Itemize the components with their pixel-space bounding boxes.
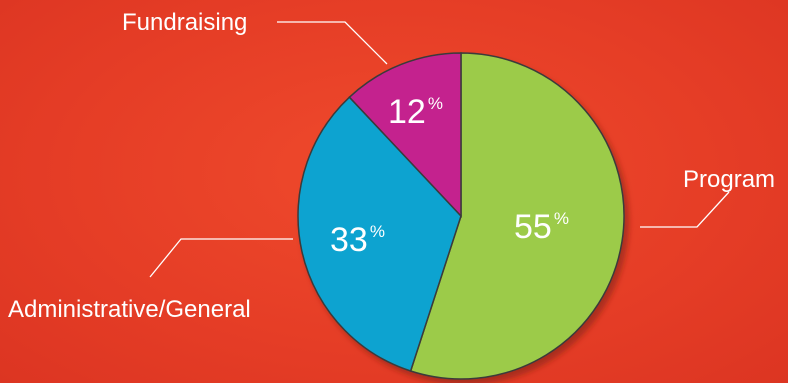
leader-lines: [149, 21, 730, 278]
slice-category-label: Administrative/General: [8, 296, 251, 323]
slice-category-label: Program: [683, 166, 775, 193]
leader-line: [640, 191, 730, 228]
pie-slice-program: [409, 52, 625, 380]
pie-slice-administrative-general: [297, 96, 462, 372]
slice-category-label: Fundraising: [122, 9, 247, 36]
leader-line: [149, 238, 293, 278]
pie-slice-fundraising: [348, 52, 462, 218]
leader-line: [277, 21, 388, 65]
pie-slices: [297, 52, 625, 380]
